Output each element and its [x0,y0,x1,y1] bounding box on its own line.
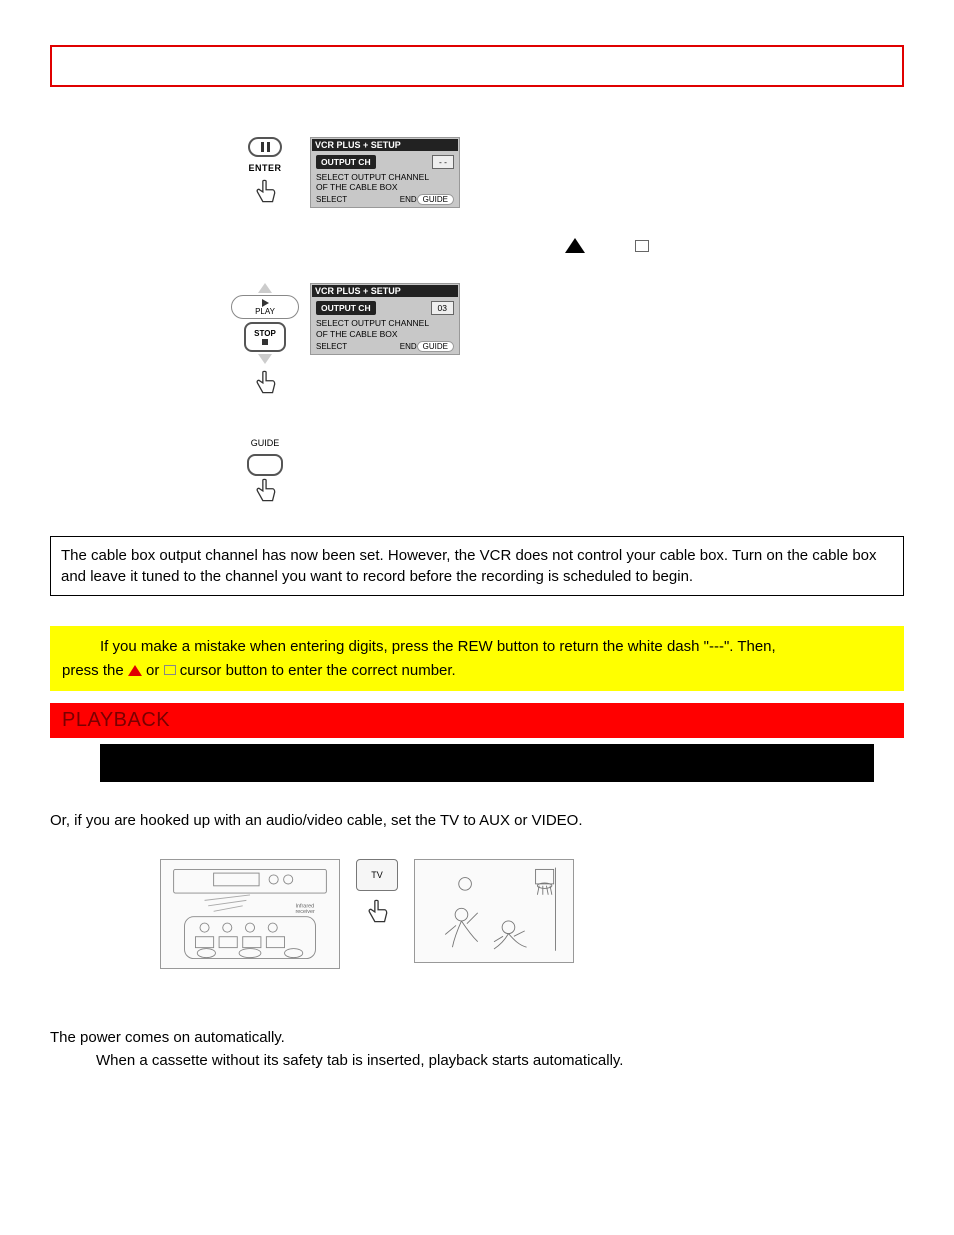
menu-header: VCR PLUS + SETUP [312,285,458,297]
cassette-line: When a cassette without its safety tab i… [96,1052,904,1069]
square-icon [635,240,649,252]
play-label: PLAY [255,307,275,316]
menu-line2: OF THE CABLE BOX [316,182,454,192]
down-chevron-icon [258,354,272,364]
output-ch-label: OUTPUT CH [316,301,376,315]
stop-label: STOP [254,329,276,338]
end-label: END [400,342,417,351]
up-arrow-icon [128,665,142,676]
play-stop-group: PLAY STOP [220,283,310,398]
enter-button-group: ENTER [220,137,310,207]
enter-label: ENTER [248,163,281,173]
tv-label: TV [371,870,383,880]
guide-button-group: GUIDE [220,438,310,506]
guide-chip: GUIDE [417,341,454,352]
pause-enter-button[interactable] [248,137,282,157]
note-box: If you make a mistake when entering digi… [50,626,904,691]
illustration-row: Infrared receiver TV [160,859,904,969]
square-icon [164,665,176,675]
hand-icon [252,179,278,207]
hand-icon [364,899,390,927]
select-label: SELECT [316,195,347,204]
menu-line1: SELECT OUTPUT CHANNEL [316,318,454,328]
svg-text:receiver: receiver [295,909,315,915]
step-guide: GUIDE [220,438,904,506]
play-icon [262,299,269,307]
hand-icon [252,478,278,506]
vcr-remote-illustration: Infrared receiver [160,859,340,969]
stop-button[interactable]: STOP [244,322,286,352]
top-border-box [50,45,904,87]
menu-header: VCR PLUS + SETUP [312,139,458,151]
select-label: SELECT [316,342,347,351]
up-chevron-icon [258,283,272,293]
aux-line: Or, if you are hooked up with an audio/v… [50,810,904,831]
vcr-menu-1: VCR PLUS + SETUP OUTPUT CH - - SELECT OU… [310,137,460,208]
hand-icon [252,370,278,398]
menu-line2: OF THE CABLE BOX [316,329,454,339]
guide-chip: GUIDE [417,194,454,205]
output-ch-value: - - [432,155,454,169]
stop-icon [262,339,268,345]
step-play-stop: PLAY STOP VCR PLUS + SETUP OUTPUT CH 03 … [220,283,904,398]
note-or: or [146,662,164,679]
output-ch-label: OUTPUT CH [316,155,376,169]
guide-label: GUIDE [251,438,280,448]
note-part1: If you make a mistake when entering digi… [100,638,776,655]
vcr-menu-2: VCR PLUS + SETUP OUTPUT CH 03 SELECT OUT… [310,283,460,354]
cursor-icons-row [310,238,904,253]
info-box: The cable box output channel has now bee… [50,536,904,596]
end-label: END [400,195,417,204]
basketball-scene-illustration [414,859,574,963]
power-line: The power comes on automatically. [50,1029,904,1046]
step-enter: ENTER VCR PLUS + SETUP OUTPUT CH - - SEL… [220,137,904,208]
section-playback: PLAYBACK [50,703,904,738]
tv-button[interactable]: TV [356,859,398,891]
black-bar [100,744,874,782]
menu-line1: SELECT OUTPUT CHANNEL [316,172,454,182]
guide-button[interactable] [247,454,283,476]
note-part2: cursor button to enter the correct numbe… [180,662,456,679]
note-press: press the [62,662,128,679]
tv-button-group: TV [356,859,398,927]
up-arrow-icon [565,238,585,253]
output-ch-value: 03 [431,301,454,315]
play-button[interactable]: PLAY [231,295,299,319]
